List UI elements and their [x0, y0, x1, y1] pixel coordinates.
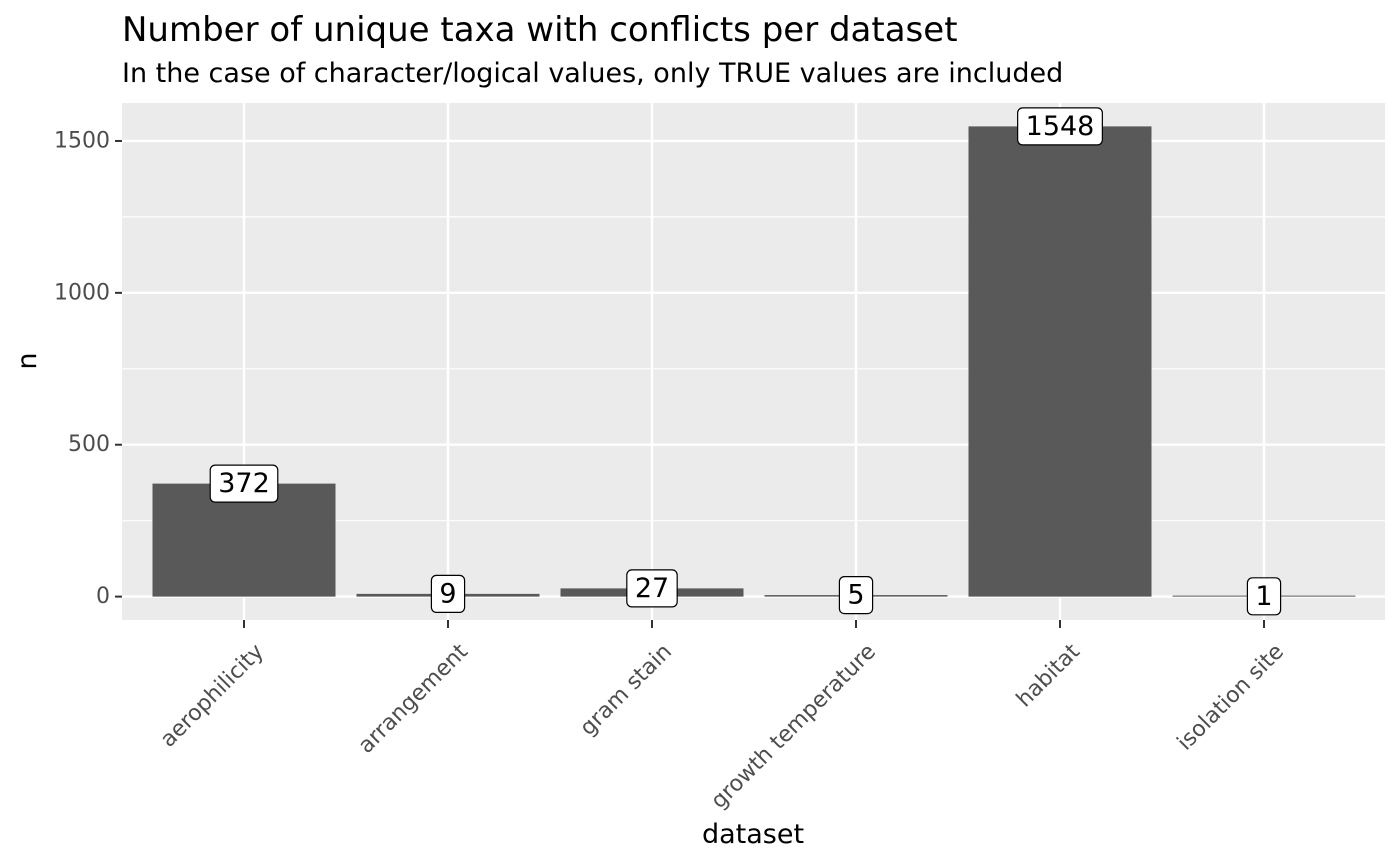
data-label: 27	[635, 573, 669, 604]
data-label-box	[1017, 107, 1103, 146]
data-label: 1548	[1026, 111, 1095, 142]
y-tick-label: 0	[96, 584, 110, 609]
data-labels: 372 9 27 5 1548 1	[209, 107, 1282, 616]
data-label-group: 5	[838, 575, 874, 615]
x-axis-title: dataset	[702, 819, 804, 850]
x-tick-label: arrangement	[354, 639, 474, 759]
data-label-box	[209, 464, 279, 503]
data-label: 9	[439, 578, 456, 609]
data-label-box	[626, 569, 678, 608]
x-tick-label: isolation site	[1173, 639, 1289, 755]
data-label-box	[838, 575, 874, 615]
x-tick-label: gram stain	[575, 639, 677, 741]
bar-habitat	[968, 126, 1152, 597]
data-label-group: 1	[1246, 577, 1282, 616]
chart-title: Number of unique taxa with conflicts per…	[122, 10, 958, 50]
grid-lines	[122, 103, 1385, 620]
data-label-group: 372	[209, 464, 279, 503]
data-label: 372	[218, 468, 270, 499]
data-label: 1	[1255, 581, 1272, 612]
data-label-group: 1548	[1017, 107, 1103, 146]
y-axis-title: n	[12, 352, 43, 369]
data-label-group: 9	[430, 574, 466, 613]
data-label-box	[430, 574, 466, 613]
data-label-group: 27	[626, 569, 678, 608]
x-tick-label: aerophilicity	[156, 639, 269, 752]
y-tick-label: 1000	[54, 280, 110, 305]
y-tick-label: 500	[68, 432, 110, 457]
chart-subtitle: In the case of character/logical values,…	[122, 58, 1063, 89]
x-tick-label: habitat	[1012, 639, 1085, 712]
bars	[152, 126, 1356, 597]
x-tick-label: growth temperature	[706, 639, 881, 814]
y-tick-label: 1500	[54, 128, 110, 153]
data-label: 5	[847, 580, 864, 611]
data-label-box	[1246, 577, 1282, 616]
